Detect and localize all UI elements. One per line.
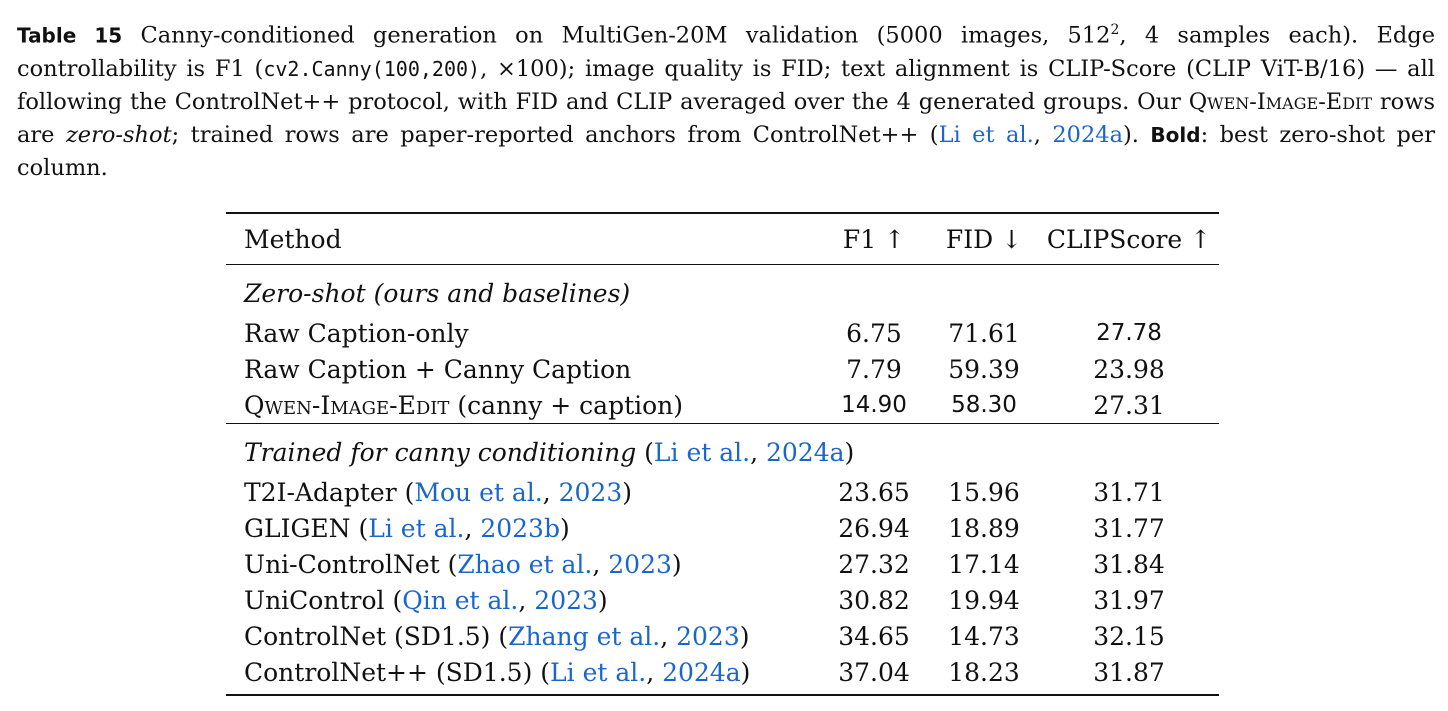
caption-text: Canny-conditioned generation on MultiGen… [140,22,1111,49]
group-label-trained: Trained for canny conditioning (Li et al… [226,423,1219,474]
method-cell: UniControl (Qin et al., 2023) [244,585,608,615]
caption-bold-label: Bold [1150,122,1201,147]
group-row-zero-shot: Zero-shot (ours and baselines) [226,265,1219,316]
citation-year-link[interactable]: 2024a [662,657,741,687]
method-cell: ControlNet (SD1.5) (Zhang et al., 2023) [244,621,750,651]
citation-link[interactable]: Li et al. [653,437,751,467]
clip-cell: 31.97 [1093,585,1165,615]
table-row: Qwen-Image-Edit (canny + caption) 14.90 … [226,387,1219,424]
table-row: Raw Caption + Canny Caption 7.79 59.39 2… [226,351,1219,387]
citation-year-link[interactable]: 2024a [1052,121,1124,148]
group-label-zero-shot: Zero-shot (ours and baselines) [244,278,631,308]
table-row: ControlNet (SD1.5) (Zhang et al., 2023) … [226,618,1219,654]
clip-cell: 31.84 [1093,549,1165,579]
fid-cell: 18.23 [929,654,1039,696]
clip-cell: 27.31 [1093,390,1165,420]
f1-cell: 34.65 [838,621,910,651]
citation-year-link[interactable]: 2023 [534,585,598,615]
method-cell: Raw Caption + Canny Caption [244,354,632,384]
fid-cell: 71.61 [948,318,1020,348]
header-fid: FID ↓ [929,212,1039,265]
method-model-name: Qwen-Image-Edit [244,390,450,420]
group-row-trained: Trained for canny conditioning (Li et al… [226,423,1219,474]
method-cell: Uni-ControlNet (Zhao et al., 2023) [244,549,682,579]
clip-cell: 32.15 [1093,621,1165,651]
method-cell: ControlNet++ (SD1.5) (Li et al., 2024a) [226,654,819,696]
caption-text: , 4 samples each). Edge controllability … [17,22,1436,82]
f1-cell-best: 14.90 [841,392,907,418]
fid-cell-best: 58.30 [951,392,1017,418]
header-f1: F1 ↑ [819,212,929,265]
citation-link[interactable]: Mou et al. [414,477,543,507]
table-label: Table 15 [17,23,123,48]
table-row: Uni-ControlNet (Zhao et al., 2023) 27.32… [226,546,1219,582]
table-row: GLIGEN (Li et al., 2023b) 26.94 18.89 31… [226,510,1219,546]
fid-cell: 59.39 [948,354,1020,384]
citation-year-link[interactable]: 2023 [558,477,623,507]
table-header-row: Method F1 ↑ FID ↓ CLIPScore ↑ [226,212,1219,265]
citation-year-link[interactable]: 2023 [608,549,672,579]
clip-cell-best: 27.78 [1096,320,1162,346]
f1-cell: 26.94 [838,513,910,543]
caption-model-name: Qwen-Image-Edit [1188,88,1373,115]
citation-link[interactable]: Li et al. [550,657,647,687]
fid-cell: 15.96 [948,477,1020,507]
citation-year-link[interactable]: 2024a [766,437,845,467]
caption-text: rows are [17,88,1436,148]
clip-cell: 31.71 [1093,477,1165,507]
header-method: Method [226,212,819,265]
citation-year-link[interactable]: 2023b [480,513,560,543]
table-row: T2I-Adapter (Mou et al., 2023) 23.65 15.… [226,474,1219,510]
table-row: UniControl (Qin et al., 2023) 30.82 19.9… [226,582,1219,618]
method-cell: Qwen-Image-Edit (canny + caption) [226,387,819,424]
caption-text: : best zero-shot per column. [17,121,1435,181]
citation-link[interactable]: Li et al. [368,513,465,543]
citation-link[interactable]: Zhao et al. [457,549,593,579]
caption-superscript: 2 [1110,22,1120,38]
f1-cell: 6.75 [846,318,902,348]
table-row: Raw Caption-only 6.75 71.61 27.78 [226,315,1219,351]
caption-zero-shot: zero-shot [65,121,172,148]
citation-link[interactable]: Li et al. [938,121,1034,148]
fid-cell: 17.14 [948,549,1020,579]
caption-code: cv2.Canny(100,200) [263,56,481,81]
clip-cell: 23.98 [1093,354,1165,384]
clip-cell: 31.87 [1039,654,1219,696]
header-clipscore: CLIPScore ↑ [1039,212,1219,265]
f1-cell: 23.65 [838,477,910,507]
citation-link[interactable]: Zhang et al. [508,621,661,651]
table-row: ControlNet++ (SD1.5) (Li et al., 2024a) … [226,654,1219,696]
fid-cell: 14.73 [948,621,1020,651]
table-caption: Table 15 Canny-conditioned generation on… [17,22,1436,181]
caption-text: ; trained rows are paper-reported anchor… [171,121,939,148]
fid-cell: 18.89 [948,513,1020,543]
caption-text: ). [1123,121,1151,148]
method-cell: T2I-Adapter (Mou et al., 2023) [244,477,633,507]
f1-cell: 7.79 [846,354,902,384]
method-suffix: (canny + caption) [449,390,684,420]
method-cell: GLIGEN (Li et al., 2023b) [244,513,570,543]
fid-cell: 19.94 [948,585,1020,615]
f1-cell: 37.04 [819,654,929,696]
f1-cell: 30.82 [838,585,910,615]
f1-cell: 27.32 [838,549,910,579]
method-cell: Raw Caption-only [244,318,469,348]
citation-year-link[interactable]: 2023 [676,621,740,651]
caption-text: , ×100); image quality is FID; text alig… [17,55,1435,115]
citation-link[interactable]: Qin et al. [402,585,519,615]
clip-cell: 31.77 [1093,513,1165,543]
results-table: Method F1 ↑ FID ↓ CLIPScore ↑ Zero-shot … [226,212,1219,696]
